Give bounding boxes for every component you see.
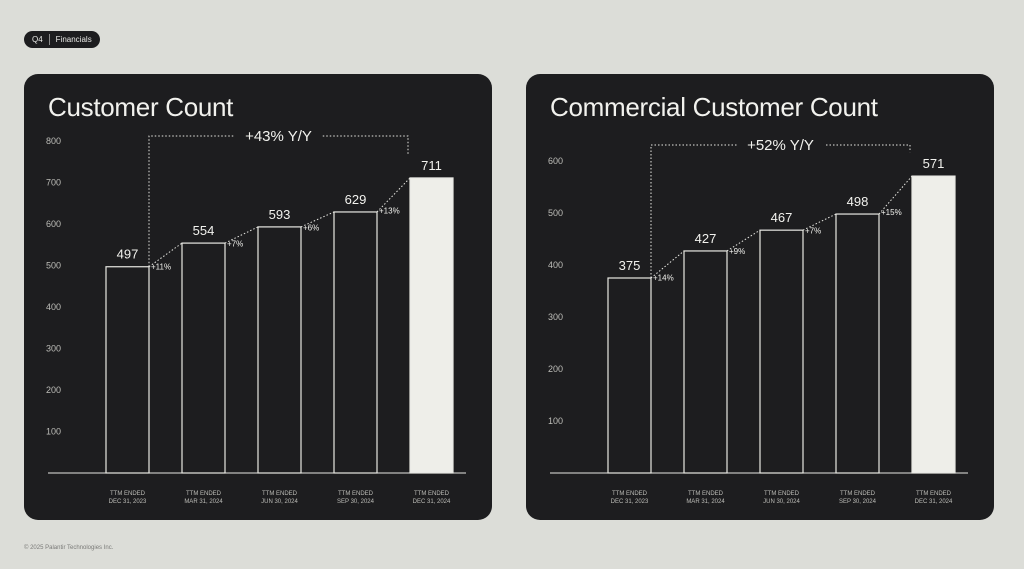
growth-connector [802,213,837,231]
x-tick-label: DEC 31, 2024 [413,499,451,505]
x-tick-label: TTM ENDED [110,491,146,497]
data-label: 375 [619,258,641,273]
x-tick-label: TTM ENDED [840,491,876,497]
y-tick-label: 500 [548,208,563,218]
x-tick-label: MAR 31, 2024 [686,499,725,505]
growth-connector [300,211,335,228]
section-pill: Q4 Financials [24,31,100,48]
bar [911,175,956,474]
x-tick-label: TTM ENDED [688,491,724,497]
customer-count-chart: 100 200 300 400 500 600 700 800 497 554 593 629 711 +… [46,127,466,505]
y-tick-label: 100 [548,416,563,426]
yoy-label: +52% Y/Y [747,137,814,154]
x-tick-label: DEC 31, 2023 [611,499,649,505]
commercial-customer-count-chart: 100 200 300 400 500 600 375 427 467 498 571 +14% +9%… [548,136,968,505]
data-label: 498 [847,194,869,209]
bar [607,277,652,474]
growth-connector [224,226,259,244]
x-tick-label: TTM ENDED [764,491,800,497]
growth-label: +7% [227,239,243,248]
chart-title: Commercial Customer Count [550,92,878,122]
growth-connector [878,175,913,215]
x-tick-label: DEC 31, 2024 [915,499,953,505]
x-tick-label: JUN 30, 2024 [261,499,298,505]
x-tick-label: TTM ENDED [414,491,450,497]
yoy-label-bg [736,136,825,154]
data-label: 497 [117,247,139,262]
yoy-label-bg [234,127,323,145]
x-tick-label: TTM ENDED [338,491,374,497]
bar [333,211,378,474]
x-tick-label: TTM ENDED [612,491,648,497]
y-tick-label: 200 [46,385,61,395]
growth-label: +14% [653,273,674,282]
data-label: 554 [193,223,215,238]
pill-divider [48,34,50,45]
bar [181,242,226,474]
y-tick-label: 300 [46,344,61,354]
data-label: 629 [345,192,367,207]
data-label: 571 [923,156,945,171]
x-tick-label: SEP 30, 2024 [337,499,375,505]
x-tick-label: TTM ENDED [186,491,222,497]
x-tick-label: JUN 30, 2024 [763,499,800,505]
y-tick-label: 600 [548,156,563,166]
y-tick-label: 300 [548,312,563,322]
x-tick-label: DEC 31, 2023 [109,499,147,505]
copyright-footer: © 2025 Palantir Technologies Inc. [24,545,114,551]
growth-label: +11% [151,262,171,271]
bar [105,266,150,474]
growth-label: +6% [303,223,319,232]
growth-connector [726,229,761,252]
y-tick-label: 400 [46,302,61,312]
data-label: 427 [695,231,717,246]
growth-connector [650,250,685,279]
x-tick-label: SEP 30, 2024 [839,499,877,505]
growth-label: +7% [805,227,821,236]
chart-title: Customer Count [48,92,234,122]
x-tick-label: TTM ENDED [262,491,298,497]
growth-connector [376,177,411,213]
yoy-bracket [148,135,409,267]
y-tick-label: 400 [548,260,563,270]
data-label: 711 [421,158,442,173]
y-tick-label: 800 [46,136,61,146]
yoy-label: +43% Y/Y [245,128,312,145]
quarter-label: Q4 [32,35,43,44]
y-tick-label: 600 [46,219,61,229]
section-label: Financials [55,35,92,44]
bar [759,229,804,474]
growth-label: +15% [881,208,902,217]
commercial-customer-count-card: Commercial Customer Count 100 200 300 400 50… [526,74,994,520]
bar [257,226,302,474]
customer-count-card: Customer Count 100 200 300 400 500 600 700 800 4… [24,74,492,520]
y-tick-label: 500 [46,261,61,271]
bar [683,250,728,474]
y-tick-label: 200 [548,364,563,374]
y-tick-label: 700 [46,178,61,188]
data-label: 467 [771,210,793,225]
data-label: 593 [269,207,291,222]
bar [835,213,880,474]
x-tick-label: MAR 31, 2024 [184,499,223,505]
x-tick-label: TTM ENDED [916,491,952,497]
bar [409,177,454,474]
growth-label: +9% [729,247,745,256]
y-tick-label: 100 [46,427,61,437]
growth-label: +13% [379,207,400,216]
